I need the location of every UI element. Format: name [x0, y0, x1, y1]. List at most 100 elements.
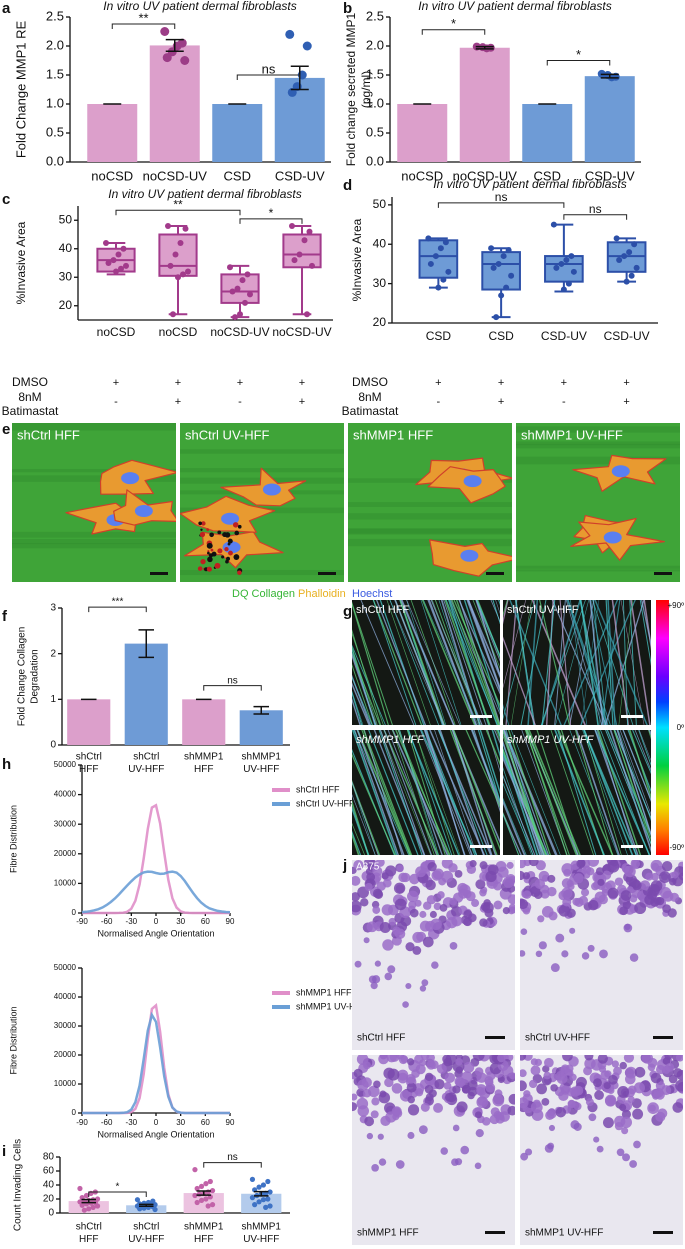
cell — [452, 1085, 461, 1094]
chart-title: In vitro UV patient dermal fibroblasts — [103, 0, 296, 13]
cell — [463, 917, 472, 926]
cell — [529, 886, 541, 897]
micrograph — [352, 1055, 515, 1245]
cell — [627, 1095, 635, 1104]
cell — [541, 1097, 550, 1106]
x-tick-label: HFF — [194, 764, 213, 775]
fibre — [352, 690, 364, 725]
fibre — [352, 676, 373, 725]
bar — [124, 643, 168, 745]
data-point — [550, 221, 557, 228]
fibre — [510, 600, 532, 725]
cell — [393, 882, 406, 894]
fibre — [449, 730, 498, 855]
cell — [352, 1102, 358, 1112]
cell — [634, 902, 647, 915]
fibre — [566, 600, 609, 725]
bar — [212, 104, 263, 162]
fibre — [503, 782, 534, 855]
data-point — [162, 53, 172, 63]
x-tick-label: 0 — [154, 917, 159, 926]
cell — [463, 1061, 475, 1074]
fibre — [491, 730, 500, 758]
fibre — [583, 730, 634, 855]
scale-bar — [653, 1231, 673, 1234]
x-tick-label: -60 — [101, 1118, 113, 1127]
cell — [641, 1055, 653, 1064]
cell — [617, 1086, 630, 1098]
cell — [449, 897, 458, 906]
fibre — [379, 600, 425, 725]
fibre — [632, 730, 651, 775]
collagen-texture — [516, 443, 680, 449]
fibre — [419, 730, 471, 855]
y-tick-label: 20000 — [54, 1050, 77, 1059]
fibre — [565, 600, 603, 725]
x-tick-label: shCtrl — [133, 1222, 159, 1233]
data-point — [616, 257, 623, 263]
cell — [360, 898, 369, 907]
tile-label: shMMP1 UV-HFF — [521, 427, 623, 442]
cell — [407, 890, 419, 903]
fibre — [582, 730, 628, 855]
data-point — [488, 245, 495, 252]
degradation — [226, 556, 231, 561]
x-tick-label: shMMP1 — [242, 752, 282, 763]
y-tick-label: 40000 — [54, 790, 77, 799]
data-point — [432, 253, 439, 260]
treatment-value: + — [623, 377, 629, 389]
data-point — [493, 314, 500, 321]
scale-bar — [470, 715, 492, 718]
fibre — [597, 730, 642, 855]
scale-bar — [150, 572, 168, 575]
data-point — [198, 1183, 205, 1189]
cell — [614, 1115, 626, 1127]
treatment-label: DMSO — [352, 375, 388, 389]
fibre — [463, 600, 500, 713]
box — [481, 251, 521, 291]
micrograph — [352, 730, 500, 855]
scale-bar — [486, 572, 504, 575]
cell — [562, 1055, 573, 1062]
data-point — [167, 262, 174, 269]
fibre — [352, 793, 376, 855]
fibre — [525, 730, 568, 855]
nucleus — [463, 475, 482, 488]
cell — [396, 864, 404, 873]
cell — [424, 1084, 434, 1094]
data-point — [505, 247, 512, 254]
fibre — [356, 730, 411, 855]
cell — [479, 861, 488, 870]
scale-bar — [653, 1036, 673, 1039]
x-tick-label: CSD-UV — [604, 329, 650, 343]
invading-cell — [520, 950, 526, 957]
fibre — [589, 600, 604, 725]
fibre — [362, 730, 413, 855]
significance-label: ns — [495, 190, 508, 204]
collagen-texture — [12, 543, 176, 549]
y-axis-label: Fold Change Collagen — [17, 627, 28, 727]
treatment-label: DMSO — [12, 375, 48, 389]
cell — [624, 1066, 637, 1079]
fibre — [563, 600, 619, 725]
panel-letter: b — [343, 0, 352, 17]
cell — [530, 1065, 541, 1076]
data-point — [185, 268, 191, 275]
cell — [528, 1079, 538, 1089]
treatment-value: + — [175, 396, 181, 408]
data-point — [247, 291, 253, 298]
fibre — [394, 600, 445, 725]
cell — [522, 890, 532, 899]
data-point — [301, 237, 308, 244]
chart-title: In vitro UV patient dermal fibroblasts — [433, 177, 626, 191]
fibre — [452, 730, 493, 855]
cell — [585, 1098, 594, 1107]
cell — [412, 946, 422, 955]
treatment-value: + — [113, 377, 119, 389]
cell — [397, 1072, 409, 1084]
cell — [583, 865, 592, 874]
invading-cell — [377, 1133, 384, 1140]
data-point — [192, 1192, 198, 1199]
fibre — [503, 748, 547, 855]
y-axis-label: Count Invading Cells — [13, 1139, 24, 1231]
